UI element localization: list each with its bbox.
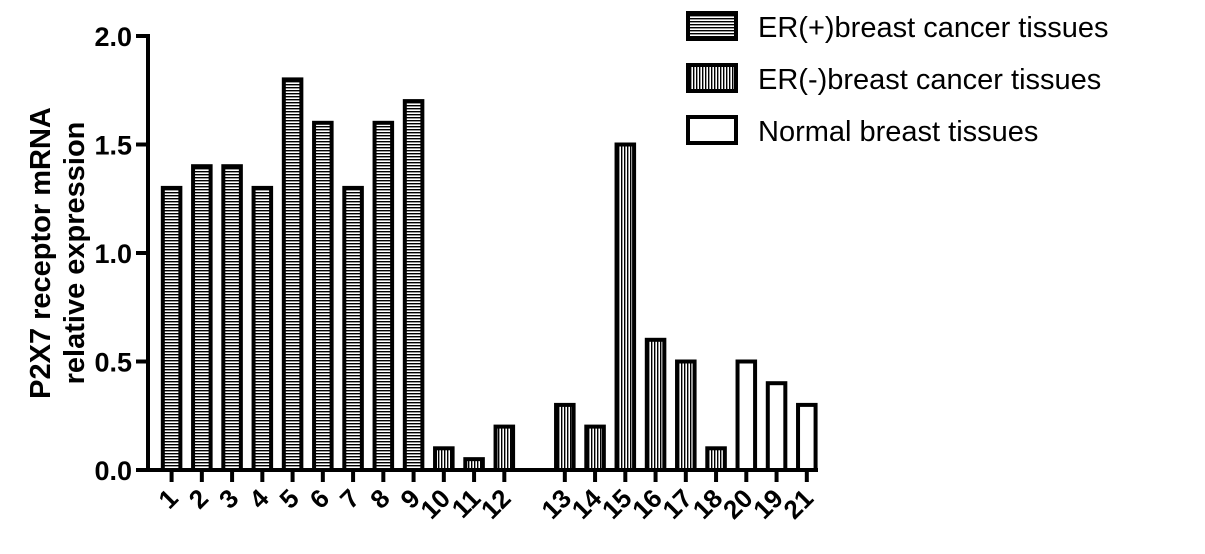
legend-swatch bbox=[686, 63, 738, 93]
bar bbox=[796, 402, 818, 472]
x-tick-label: 1 bbox=[152, 483, 183, 514]
y-tick-label: 0.5 bbox=[94, 348, 132, 378]
y-tick-label: 2.0 bbox=[94, 22, 132, 52]
legend-label: ER(+)breast cancer tissues bbox=[758, 12, 1109, 44]
y-axis: 0.0 0.5 1.0 1.5 2.0 bbox=[94, 22, 150, 486]
x-tick-label: 4 bbox=[243, 483, 275, 515]
y-tick-label: 1.5 bbox=[94, 131, 132, 161]
x-tick-label: 3 bbox=[213, 483, 244, 514]
bar bbox=[675, 359, 697, 472]
bar bbox=[433, 446, 455, 472]
bar bbox=[735, 359, 758, 472]
x-tick-label: 12 bbox=[475, 483, 517, 525]
bar bbox=[765, 381, 788, 473]
bar bbox=[493, 424, 516, 473]
bar bbox=[372, 120, 395, 473]
x-tick-label: 6 bbox=[304, 483, 335, 514]
bar bbox=[402, 99, 425, 472]
legend-swatch bbox=[686, 11, 738, 41]
x-tick-label: 2 bbox=[183, 483, 214, 514]
legend-label: ER(-)breast cancer tissues bbox=[758, 64, 1101, 96]
bar bbox=[342, 185, 364, 472]
x-tick-label: 8 bbox=[364, 483, 395, 514]
bar bbox=[614, 142, 637, 472]
bar bbox=[251, 185, 274, 472]
bar bbox=[160, 185, 183, 472]
y-axis-title: P2X7 receptor mRNA relative expression bbox=[25, 107, 91, 399]
y-tick-label: 0.0 bbox=[94, 456, 132, 486]
legend-label: Normal breast tissues bbox=[758, 116, 1038, 148]
bar bbox=[644, 337, 667, 472]
bar bbox=[463, 457, 485, 472]
bar bbox=[312, 120, 334, 473]
bar bbox=[281, 77, 304, 473]
x-tick-label: 7 bbox=[334, 483, 365, 514]
bar bbox=[705, 446, 727, 472]
y-axis-title-line-2: relative expression bbox=[59, 122, 91, 385]
bar bbox=[554, 402, 576, 472]
bars bbox=[160, 77, 818, 473]
x-tick-label: 21 bbox=[777, 483, 819, 525]
legend: ER(+)breast cancer tissues ER(-)breast ca… bbox=[686, 11, 1109, 148]
bar bbox=[191, 164, 213, 472]
y-axis-title-line-1: P2X7 receptor mRNA bbox=[25, 107, 57, 399]
x-tick-label: 5 bbox=[273, 483, 304, 514]
y-tick-label: 1.0 bbox=[94, 239, 132, 269]
bar bbox=[584, 424, 606, 473]
bar bbox=[221, 164, 243, 472]
legend-swatch bbox=[686, 115, 738, 145]
